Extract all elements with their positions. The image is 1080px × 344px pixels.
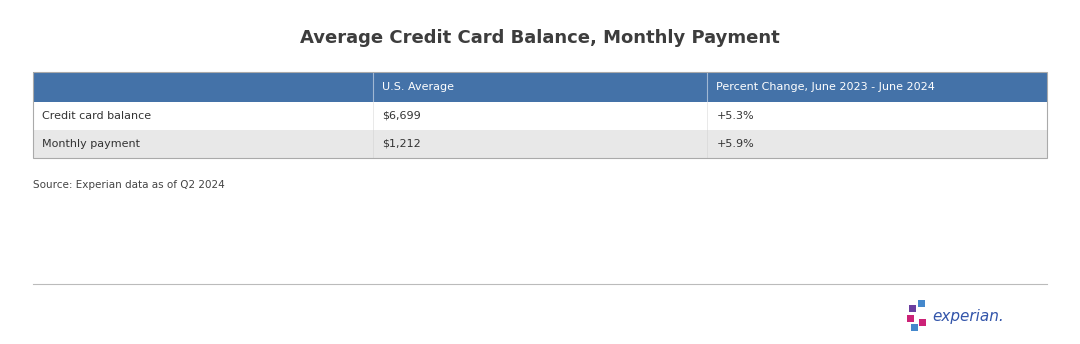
Text: Credit card balance: Credit card balance	[42, 111, 151, 121]
Bar	[910, 323, 918, 331]
Bar	[33, 72, 1047, 158]
Text: Source: Experian data as of Q2 2024: Source: Experian data as of Q2 2024	[33, 180, 225, 190]
Bar	[908, 304, 916, 312]
Text: $1,212: $1,212	[381, 139, 420, 149]
Bar	[918, 319, 926, 325]
Bar	[33, 130, 1047, 158]
Text: Percent Change, June 2023 - June 2024: Percent Change, June 2023 - June 2024	[716, 82, 935, 92]
Text: +5.3%: +5.3%	[716, 111, 754, 121]
Bar	[906, 314, 914, 322]
Text: +5.9%: +5.9%	[716, 139, 754, 149]
Text: Monthly payment: Monthly payment	[42, 139, 140, 149]
Bar	[918, 300, 924, 307]
Bar	[33, 102, 1047, 130]
Text: U.S. Average: U.S. Average	[381, 82, 454, 92]
Text: experian.: experian.	[932, 310, 1003, 324]
Text: $6,699: $6,699	[381, 111, 420, 121]
Text: Average Credit Card Balance, Monthly Payment: Average Credit Card Balance, Monthly Pay…	[300, 29, 780, 47]
Bar	[33, 72, 1047, 102]
